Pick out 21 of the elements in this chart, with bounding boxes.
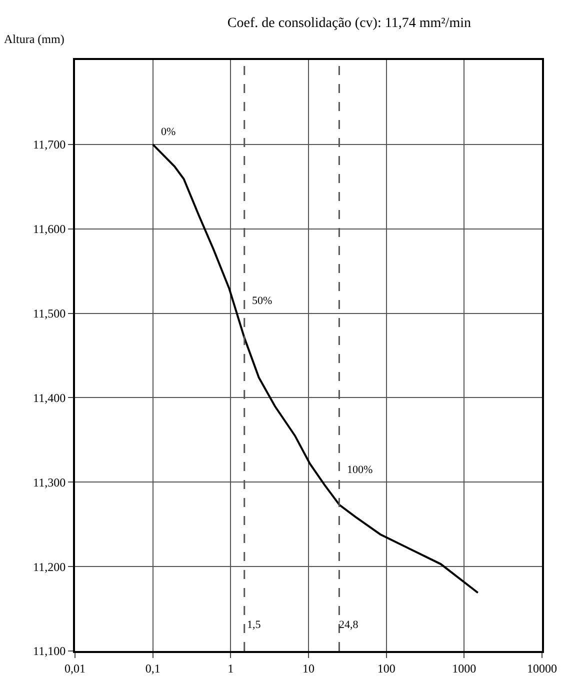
x-tick-label: 10 [302,661,314,676]
x-tick-label: 10000 [527,661,557,676]
x-tick-label: 0,01 [64,661,86,676]
x-tick-label: 1 [228,661,234,676]
y-tick-label: 11,500 [33,306,66,320]
x-tick-label: 1000 [452,661,476,676]
y-tick-label: 11,300 [33,475,66,490]
annotation: 50% [252,295,272,307]
y-tick-label: 11,200 [33,560,66,574]
x-tick-label: 0,1 [145,661,160,676]
x-tick-label: 100 [377,661,396,676]
annotation: 100% [347,464,373,476]
chart-title: Coef. de consolidação (cv): 11,74 mm²/min [227,16,471,32]
ref-line-label: 24,8 [339,619,359,631]
y-tick-label: 11,100 [33,644,66,658]
annotation: 0% [161,126,176,138]
y-axis-title: Altura (mm) [4,32,64,46]
y-tick-label: 11,400 [33,390,66,405]
y-tick-label: 11,700 [33,138,66,152]
y-tick-label: 11,600 [33,222,66,236]
ref-line-label: 1,5 [247,619,262,631]
